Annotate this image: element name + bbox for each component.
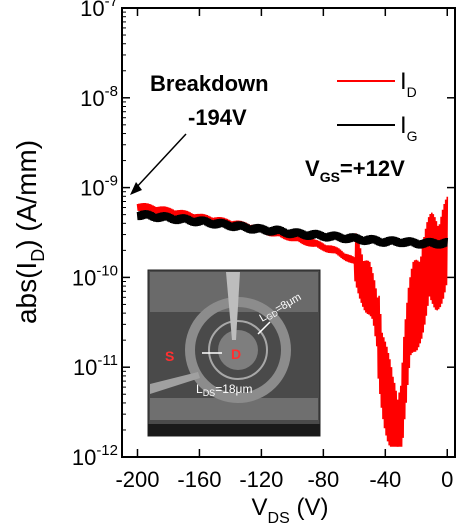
inset-sem-image: S D LGD=8μm LDS=18μm (147, 269, 321, 437)
y-tick-label: 10-7 (80, 0, 118, 21)
inset-label-d: D (231, 346, 241, 362)
x-axis-label: VDS (V) (252, 494, 329, 527)
x-tick-label: -160 (177, 467, 221, 492)
legend: ID IG (337, 68, 418, 144)
legend-label-id: ID (400, 68, 417, 100)
x-axis-ticks: -200 -160 -120 -80 -40 0 (115, 8, 453, 492)
legend-label-ig: IG (400, 112, 418, 144)
inset-caption-bar (148, 424, 320, 436)
y-tick-label: 10-10 (72, 262, 118, 290)
breakdown-arrow (133, 133, 187, 191)
inset-label-s: S (165, 348, 174, 364)
y-axis-label: abs(ID) (A/mm) (11, 140, 48, 324)
inset-arrow-ld (257, 321, 271, 335)
x-tick-label: -200 (115, 467, 159, 492)
series-line-i-g (136, 210, 449, 249)
y-tick-label: 10-9 (80, 173, 118, 201)
breakdown-label: Breakdown (150, 71, 269, 96)
y-axis-ticks: 10-12 10-11 10-10 10-9 10-8 10-7 (72, 0, 455, 470)
y-tick-label: 10-12 (72, 442, 118, 470)
breakdown-voltage: -194V (188, 105, 247, 130)
inset-drain-pad (218, 330, 258, 370)
breakdown-arrowhead (130, 182, 142, 195)
x-tick-label: -40 (369, 467, 401, 492)
x-tick-label: 0 (441, 467, 453, 492)
x-tick-label: -80 (307, 467, 339, 492)
inset-probe-left (150, 372, 200, 394)
inset-gate-ring (208, 320, 268, 380)
y-tick-label: 10-8 (80, 83, 118, 111)
y-tick-label: 10-11 (73, 352, 118, 380)
plot-area (121, 7, 456, 458)
series-layer (136, 196, 449, 447)
inset-label-lds: LDS=18μm (196, 382, 252, 398)
x-tick-label: -120 (239, 467, 283, 492)
inset-bottom-band (150, 398, 318, 420)
vgs-annotation: VGS=+12V (305, 156, 405, 185)
inset-probe-tip (226, 272, 240, 340)
